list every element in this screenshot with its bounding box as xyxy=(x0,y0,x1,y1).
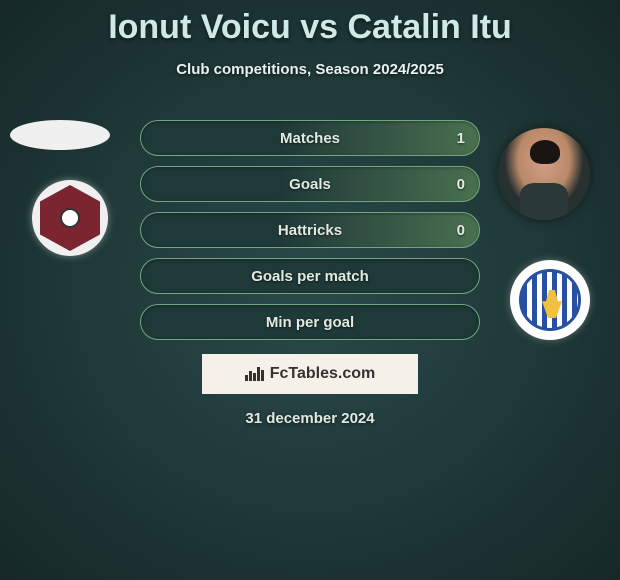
page-subtitle: Club competitions, Season 2024/2025 xyxy=(0,61,620,78)
footer-date: 31 december 2024 xyxy=(0,410,620,427)
player-left-placeholder xyxy=(10,120,110,150)
stat-label: Hattricks xyxy=(278,222,342,239)
stat-label: Goals per match xyxy=(251,268,369,285)
stat-row-min-per-goal: Min per goal xyxy=(140,304,480,340)
stat-label: Goals xyxy=(289,176,331,193)
club-left-badge xyxy=(32,180,108,256)
brand-label: FcTables.com xyxy=(270,365,376,383)
stat-label: Min per goal xyxy=(266,314,354,331)
stat-value: 1 xyxy=(457,130,465,147)
player-right-photo xyxy=(498,128,590,220)
stat-row-goals: Goals 0 xyxy=(140,166,480,202)
page-title: Ionut Voicu vs Catalin Itu xyxy=(0,0,620,47)
stat-row-goals-per-match: Goals per match xyxy=(140,258,480,294)
club-right-badge xyxy=(510,260,590,340)
stat-label: Matches xyxy=(280,130,340,147)
stats-container: Matches 1 Goals 0 Hattricks 0 Goals per … xyxy=(140,120,480,350)
stat-row-hattricks: Hattricks 0 xyxy=(140,212,480,248)
stat-value: 0 xyxy=(457,176,465,193)
stat-value: 0 xyxy=(457,222,465,239)
stat-row-matches: Matches 1 xyxy=(140,120,480,156)
chart-icon xyxy=(245,367,264,381)
brand-box: FcTables.com xyxy=(202,354,418,394)
